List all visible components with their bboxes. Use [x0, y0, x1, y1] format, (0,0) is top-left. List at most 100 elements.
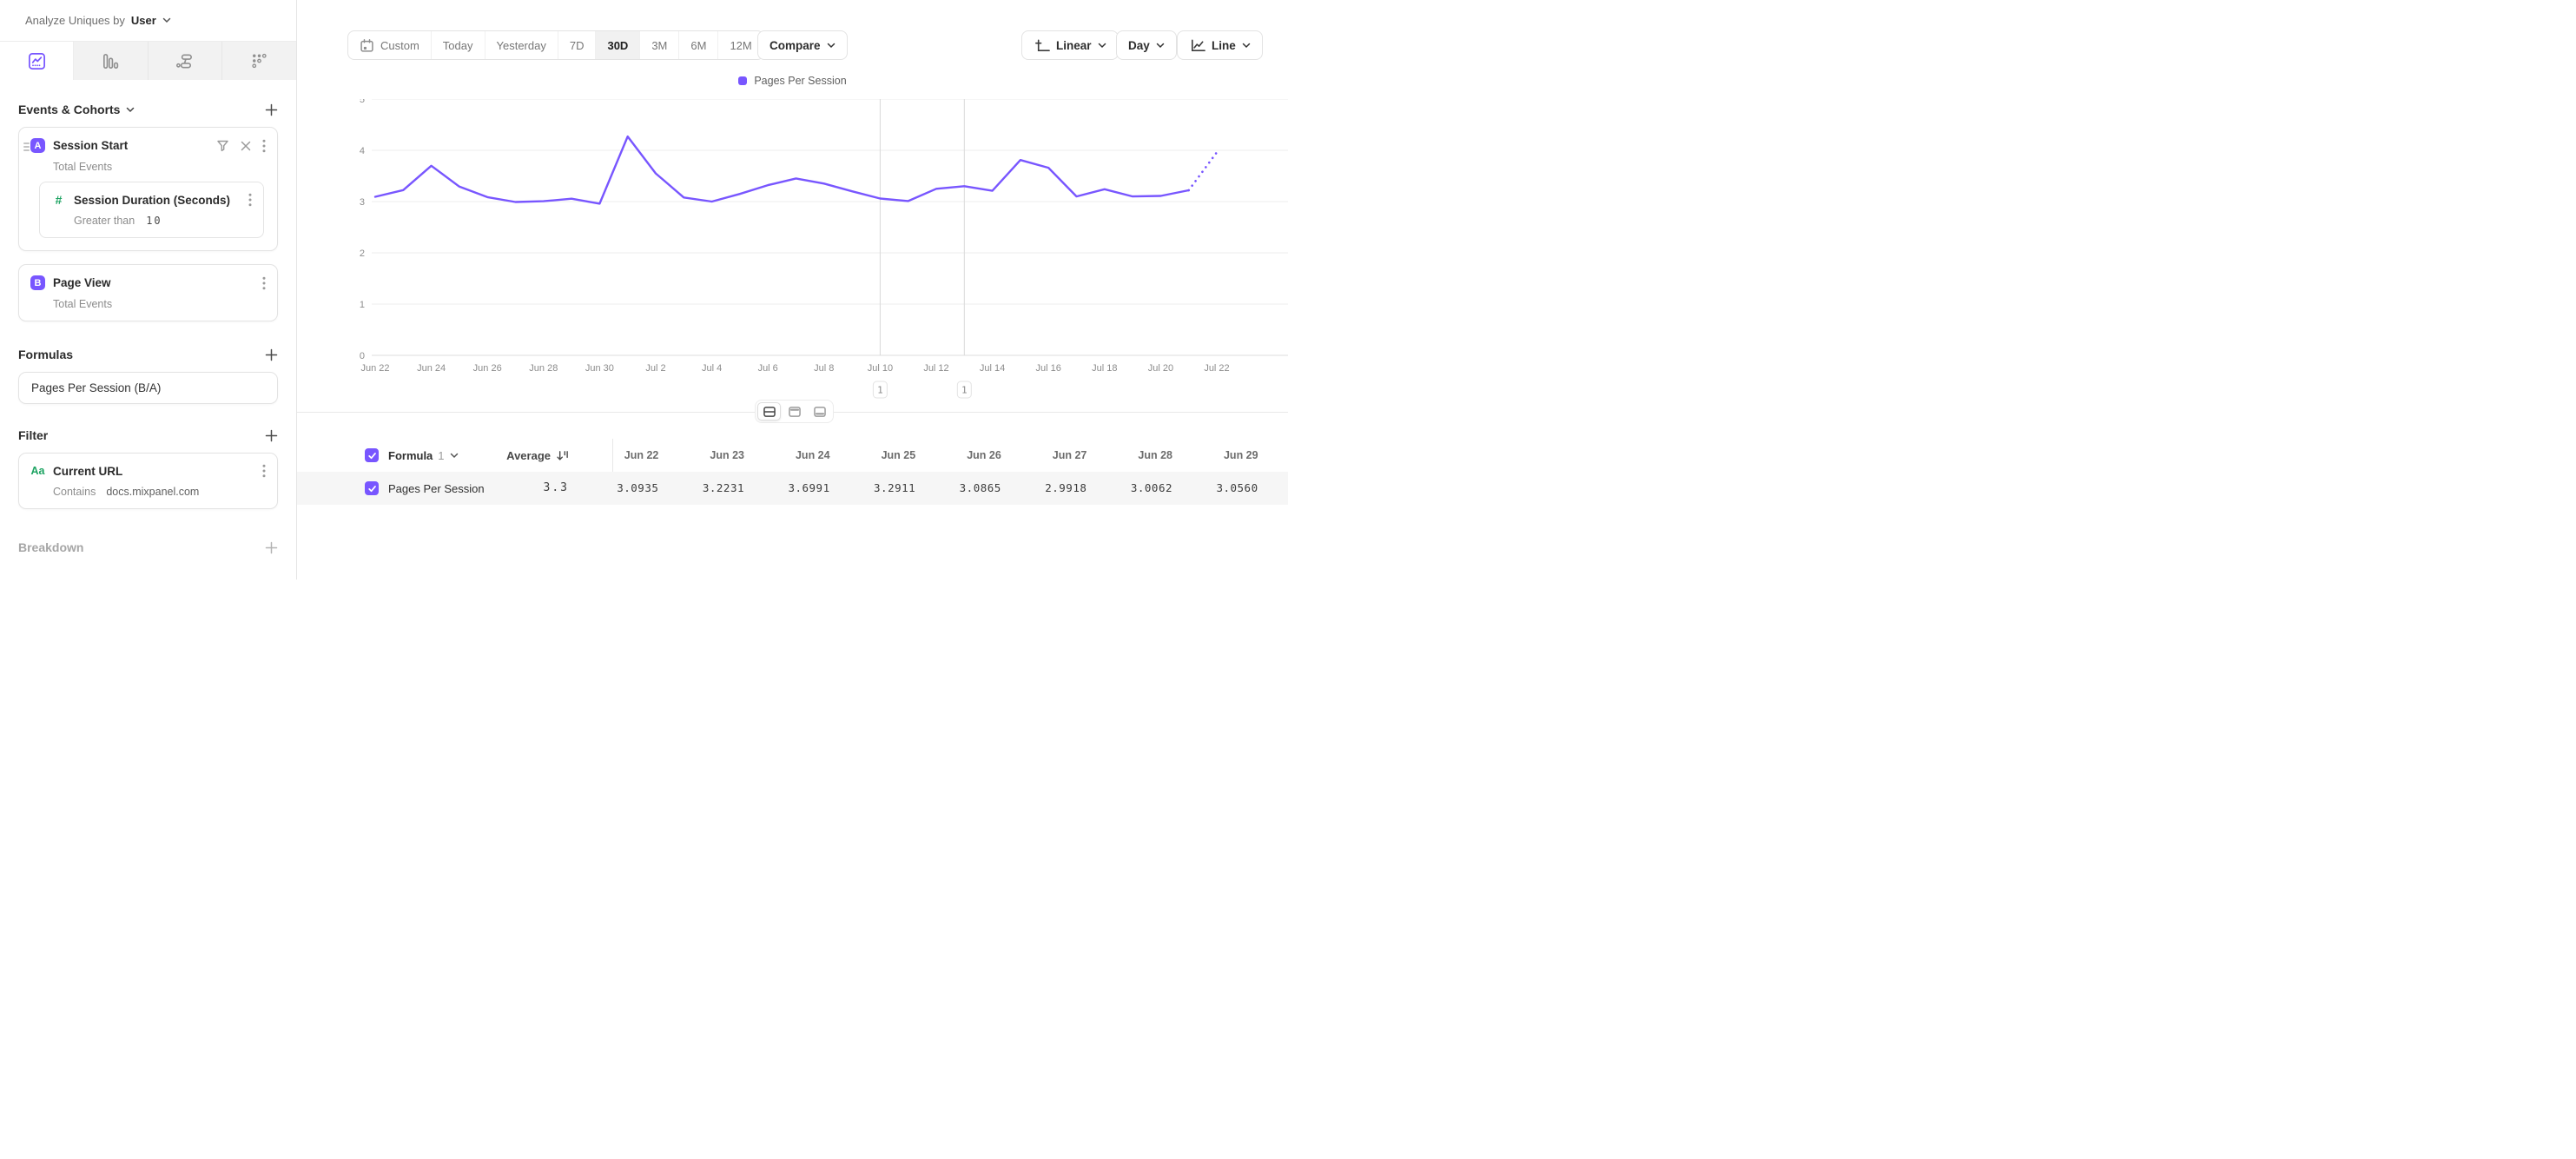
filter-operator[interactable]: Contains [53, 486, 96, 498]
close-icon[interactable] [241, 141, 251, 151]
toggle-table-only[interactable] [808, 402, 831, 421]
filter-icon[interactable] [216, 139, 229, 152]
add-breakdown-button[interactable] [265, 541, 278, 554]
range-option-custom[interactable]: Custom [348, 31, 431, 59]
filter-header: Filter [18, 428, 278, 442]
row-average-value: 3.3 [543, 481, 569, 494]
event-card-page-view[interactable]: B Page View Total Events [18, 264, 278, 321]
chart-legend[interactable]: Pages Per Session [297, 75, 1288, 87]
event-aggregation[interactable]: Total Events [53, 161, 113, 173]
formulas-title: Formulas [18, 348, 74, 361]
tab-bar-chart[interactable] [74, 42, 149, 80]
cell-value-Jun-22: 3.0935 [617, 481, 659, 494]
number-property-icon: # [55, 193, 63, 207]
column-header-Jun-22[interactable]: Jun 22 [624, 449, 659, 461]
column-header-Jun-29[interactable]: Jun 29 [1223, 449, 1258, 461]
analyze-uniques-selected[interactable]: User [130, 14, 156, 27]
plus-icon [265, 103, 278, 116]
range-option-label: Yesterday [496, 38, 546, 52]
x-axis-tick-Jul-22: Jul 22 [1204, 363, 1229, 374]
annotation-badge-Jul 13[interactable] [956, 381, 972, 399]
event-aggregation[interactable]: Total Events [53, 298, 113, 310]
drag-handle-icon[interactable] [23, 142, 30, 151]
filter-condition[interactable]: Contains docs.mixpanel.com [53, 486, 266, 498]
column-header-Jun-25[interactable]: Jun 25 [881, 449, 916, 461]
line-chart-icon [1191, 39, 1205, 51]
chart-type-button[interactable]: Line [1177, 30, 1263, 60]
toggle-chart-and-table[interactable] [757, 402, 781, 421]
row-checkbox[interactable] [365, 481, 379, 495]
sort-descending-icon [557, 450, 568, 460]
range-option-6m[interactable]: 6M [678, 31, 717, 59]
tab-pyramid-dots[interactable] [222, 42, 296, 80]
kebab-menu-icon[interactable] [262, 464, 266, 478]
column-header-Jun-26[interactable]: Jun 26 [967, 449, 1001, 461]
tab-flows[interactable] [149, 42, 222, 80]
cell-value-Jun-27: 2.9918 [1045, 481, 1087, 494]
annotation-badge-label: 1 [961, 385, 968, 396]
x-axis-tick-Jul-6: Jul 6 [758, 363, 778, 374]
formula-expression[interactable]: Pages Per Session (B/A) [31, 381, 162, 394]
cell-value-Jun-28: 3.0062 [1130, 481, 1172, 494]
filter-property-title[interactable]: Current URL [53, 464, 123, 478]
sidebar-body: Events & Cohorts A Session Start [0, 103, 296, 554]
event-title[interactable]: Page View [53, 276, 111, 289]
range-option-label: Custom [380, 38, 419, 52]
property-title[interactable]: Session Duration (Seconds) [74, 193, 231, 207]
range-option-30d[interactable]: 30D [595, 31, 640, 59]
event-card-session-start[interactable]: A Session Start Total Events [18, 127, 278, 251]
toggle-chart-only[interactable] [783, 402, 806, 421]
column-header-Jun-28[interactable]: Jun 28 [1138, 449, 1172, 461]
table-header-row: Formula 1 Average Jun 22 Jun 23 Jun 24 Jun … [297, 439, 1288, 472]
column-header-Jun-23[interactable]: Jun 23 [710, 449, 744, 461]
range-option-12m[interactable]: 12M [717, 31, 763, 59]
range-option-yesterday[interactable]: Yesterday [484, 31, 558, 59]
scale-button[interactable]: Linear [1021, 30, 1119, 60]
formula-card[interactable]: Pages Per Session (B/A) [18, 372, 278, 404]
property-value[interactable]: 10 [146, 215, 162, 227]
select-all-checkbox[interactable] [365, 448, 379, 462]
range-option-3m[interactable]: 3M [639, 31, 678, 59]
interval-button[interactable]: Day [1116, 30, 1177, 60]
average-column-header[interactable]: Average [471, 439, 569, 472]
add-formula-button[interactable] [265, 348, 278, 361]
chevron-down-icon [162, 17, 171, 23]
string-property-icon: Aa [30, 465, 45, 477]
kebab-menu-icon[interactable] [262, 276, 266, 290]
column-header-Jun-24[interactable]: Jun 24 [795, 449, 830, 461]
filter-card-current-url[interactable]: Aa Current URL Contains docs.mixpanel.com [18, 453, 278, 509]
event-title[interactable]: Session Start [53, 139, 129, 152]
property-operator[interactable]: Greater than [74, 215, 135, 227]
kebab-menu-icon[interactable] [248, 193, 252, 207]
chevron-down-icon[interactable] [126, 107, 135, 113]
chart-type-label: Line [1212, 38, 1236, 52]
compare-button[interactable]: Compare [757, 30, 848, 60]
line-chart[interactable]: 0 1 2 3 4 5 1 1 Jun 22 Jun 24 Jun 26 Jun 28 Jun 30 Ju… [297, 99, 1288, 403]
kebab-menu-icon[interactable] [262, 139, 266, 153]
formula-group-label: Formula [388, 448, 433, 462]
visualization-tab-bar [0, 42, 296, 80]
y-axis-tick-1: 1 [360, 300, 365, 310]
table-row-pages-per-session[interactable]: Pages Per Session 3.3 3.0935 3.2231 3.6991… [297, 472, 1288, 505]
chevron-down-icon [1242, 43, 1251, 48]
range-option-today[interactable]: Today [430, 31, 485, 59]
date-range-segmented-control: Custom Today Yesterday 7D 30D 3M 6M 12M [347, 30, 764, 60]
x-axis-tick-Jun-28: Jun 28 [529, 363, 558, 374]
formula-group-header[interactable]: Formula 1 [388, 439, 459, 472]
formula-group-index: 1 [438, 448, 445, 462]
annotation-badge-Jul 10[interactable] [872, 381, 888, 399]
bar-chart-icon [102, 53, 119, 69]
property-card-session-duration[interactable]: # Session Duration (Seconds) Greater tha… [39, 182, 264, 238]
tab-insights-line[interactable] [0, 42, 75, 80]
legend-swatch [738, 76, 748, 85]
add-event-button[interactable] [265, 103, 278, 116]
range-option-label: 30D [607, 38, 629, 52]
add-filter-button[interactable] [265, 429, 278, 442]
cell-value-Jun-29: 3.0560 [1216, 481, 1258, 494]
series-line-pages-per-session[interactable] [373, 135, 1190, 205]
filter-value[interactable]: docs.mixpanel.com [106, 486, 200, 498]
legend-label: Pages Per Session [754, 75, 847, 87]
property-condition[interactable]: Greater than 10 [74, 215, 252, 227]
column-header-Jun-27[interactable]: Jun 27 [1052, 449, 1087, 461]
range-option-7d[interactable]: 7D [557, 31, 596, 59]
